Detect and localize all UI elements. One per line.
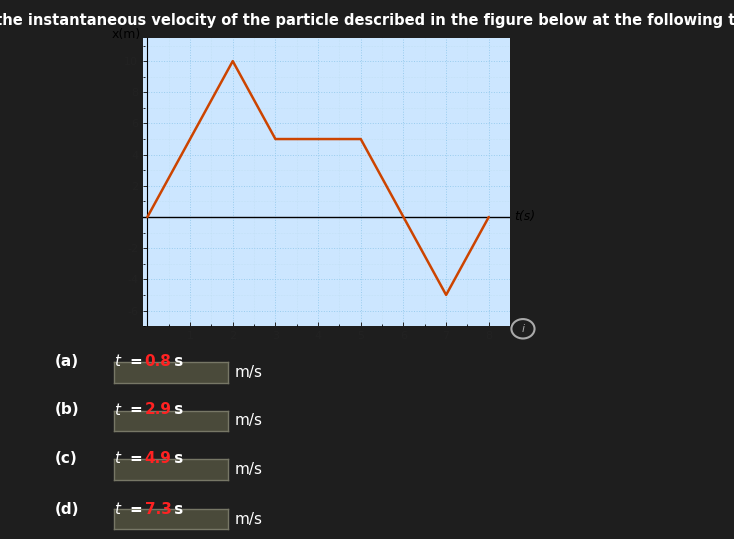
Text: $t$: $t$ — [114, 501, 123, 517]
Text: s: s — [169, 402, 183, 417]
Text: x(m): x(m) — [112, 28, 141, 41]
Text: t(s): t(s) — [515, 211, 536, 224]
Text: s: s — [169, 502, 183, 517]
Text: $t$: $t$ — [114, 353, 123, 369]
Text: =: = — [130, 451, 148, 466]
Text: (b): (b) — [55, 402, 80, 417]
Text: m/s: m/s — [235, 462, 263, 477]
Text: s: s — [169, 451, 183, 466]
Text: m/s: m/s — [235, 365, 263, 380]
Text: 7.3: 7.3 — [145, 502, 172, 517]
Text: s: s — [169, 354, 183, 369]
Text: =: = — [130, 354, 148, 369]
Text: $t$: $t$ — [114, 402, 123, 418]
Text: m/s: m/s — [235, 512, 263, 527]
Text: 2.9: 2.9 — [145, 402, 172, 417]
Text: =: = — [130, 502, 148, 517]
Text: (a): (a) — [55, 354, 79, 369]
Text: =: = — [130, 402, 148, 417]
Text: (c): (c) — [55, 451, 78, 466]
Text: 4.9: 4.9 — [145, 451, 172, 466]
Text: 0.8: 0.8 — [145, 354, 172, 369]
Text: m/s: m/s — [235, 413, 263, 429]
Text: i: i — [521, 324, 525, 334]
Text: (d): (d) — [55, 502, 79, 517]
Text: $t$: $t$ — [114, 450, 123, 466]
Text: Find the instantaneous velocity of the particle described in the figure below at: Find the instantaneous velocity of the p… — [0, 13, 734, 29]
